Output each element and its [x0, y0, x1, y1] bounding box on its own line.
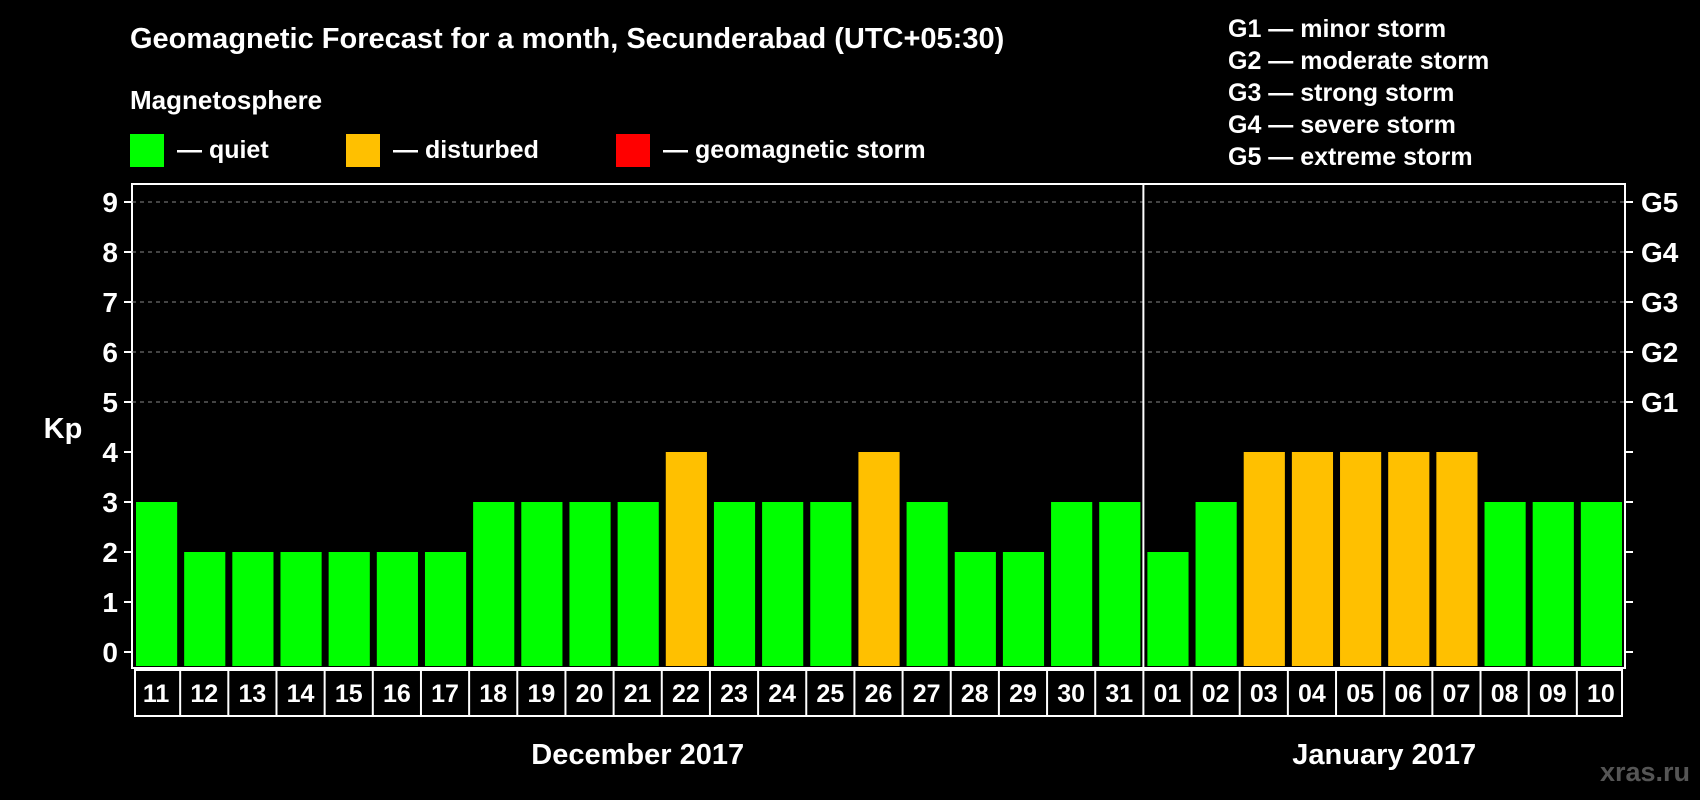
x-tick-label: 09 [1539, 680, 1567, 708]
storm-scale-entry: G1 — minor storm [1228, 15, 1446, 43]
x-tick-label: 24 [768, 680, 796, 708]
bar-01 [1147, 552, 1189, 666]
bar-09 [1532, 502, 1574, 666]
y-tick-label: 4 [102, 437, 118, 468]
bar-30 [1051, 502, 1093, 666]
x-tick-label: 30 [1057, 680, 1085, 708]
storm-level-label: G2 [1641, 337, 1678, 368]
x-tick-label: 13 [238, 680, 266, 708]
x-tick-label: 25 [816, 680, 844, 708]
legend-label: — disturbed [393, 136, 539, 164]
bar-24 [762, 502, 804, 666]
legend-label: — geomagnetic storm [663, 136, 926, 164]
x-tick-label: 06 [1394, 680, 1422, 708]
bar-21 [617, 502, 659, 666]
x-tick-label: 28 [961, 680, 989, 708]
y-tick-label: 8 [102, 237, 118, 268]
x-tick-label: 20 [576, 680, 604, 708]
y-tick-label: 6 [102, 337, 118, 368]
legend-swatch [130, 134, 164, 167]
bar-23 [713, 502, 756, 666]
x-tick-label: 17 [431, 680, 459, 708]
y-tick-label: 2 [102, 537, 118, 568]
y-tick-label: 9 [102, 187, 118, 218]
x-tick-label: 14 [287, 680, 315, 708]
x-tick-label: 23 [720, 680, 748, 708]
bar-05 [1340, 452, 1382, 666]
x-tick-label: 04 [1298, 680, 1326, 708]
x-tick-label: 11 [143, 680, 170, 708]
bar-07 [1436, 452, 1478, 666]
bar-18 [473, 502, 515, 666]
month-label: December 2017 [531, 739, 744, 771]
chart-title: Geomagnetic Forecast for a month, Secund… [130, 23, 1004, 55]
x-tick-label: 18 [479, 680, 507, 708]
bar-04 [1291, 452, 1334, 666]
y-tick-label: 7 [102, 287, 118, 318]
x-tick-label: 26 [865, 680, 893, 708]
y-tick-label: 3 [102, 487, 118, 518]
bar-16 [376, 552, 418, 666]
x-tick-label: 21 [624, 680, 652, 708]
bar-20 [569, 502, 611, 666]
x-tick-label: 10 [1587, 680, 1615, 708]
x-tick-label: 16 [383, 680, 411, 708]
x-tick-label: 07 [1443, 680, 1471, 708]
month-label: January 2017 [1292, 739, 1476, 771]
category-box-frame [134, 669, 1623, 717]
bar-19 [521, 502, 563, 666]
storm-level-label: G5 [1641, 187, 1678, 218]
legend-swatch [616, 134, 650, 167]
storm-level-label: G3 [1641, 287, 1678, 318]
y-tick-label: 5 [102, 387, 118, 418]
bar-11 [136, 502, 178, 666]
x-tick-label: 15 [335, 680, 363, 708]
bar-15 [328, 552, 370, 666]
y-tick-label: 1 [102, 587, 118, 618]
x-tick-label: 22 [672, 680, 700, 708]
storm-scale-entry: G4 — severe storm [1228, 111, 1456, 139]
bar-22 [665, 452, 707, 666]
y-axis-label: Kp [44, 413, 83, 445]
y-tick-label: 0 [102, 637, 118, 668]
storm-scale-entry: G2 — moderate storm [1228, 47, 1489, 75]
bar-06 [1388, 452, 1430, 666]
x-tick-label: 08 [1491, 680, 1519, 708]
x-tick-label: 19 [527, 680, 555, 708]
x-tick-label: 01 [1154, 680, 1182, 708]
storm-scale-entry: G3 — strong storm [1228, 79, 1454, 107]
legend-swatch [346, 134, 380, 167]
site-watermark: xras.ru [1599, 757, 1690, 787]
storm-scale-entry: G5 — extreme storm [1228, 143, 1473, 171]
bar-02 [1195, 502, 1237, 666]
bar-03 [1243, 452, 1285, 666]
bar-10 [1580, 502, 1622, 666]
legend-label: — quiet [177, 136, 269, 164]
bar-31 [1099, 502, 1141, 666]
x-tick-label: 27 [913, 680, 941, 708]
x-tick-label: 31 [1105, 680, 1133, 708]
bar-17 [424, 552, 467, 666]
bar-13 [232, 552, 274, 666]
bar-14 [280, 552, 322, 666]
storm-level-label: G1 [1641, 387, 1678, 418]
bar-29 [1002, 552, 1045, 666]
bar-08 [1484, 502, 1526, 666]
bar-26 [858, 452, 900, 666]
plot-frame [131, 183, 1626, 669]
legend-title: Magnetosphere [130, 85, 322, 115]
bar-27 [906, 502, 948, 666]
x-tick-label: 29 [1009, 680, 1037, 708]
x-tick-label: 12 [190, 680, 218, 708]
storm-level-label: G4 [1641, 237, 1679, 268]
bar-28 [954, 552, 996, 666]
x-tick-label: 05 [1346, 680, 1374, 708]
x-tick-label: 03 [1250, 680, 1278, 708]
bar-12 [184, 552, 226, 666]
bar-25 [810, 502, 852, 666]
x-tick-label: 02 [1202, 680, 1230, 708]
